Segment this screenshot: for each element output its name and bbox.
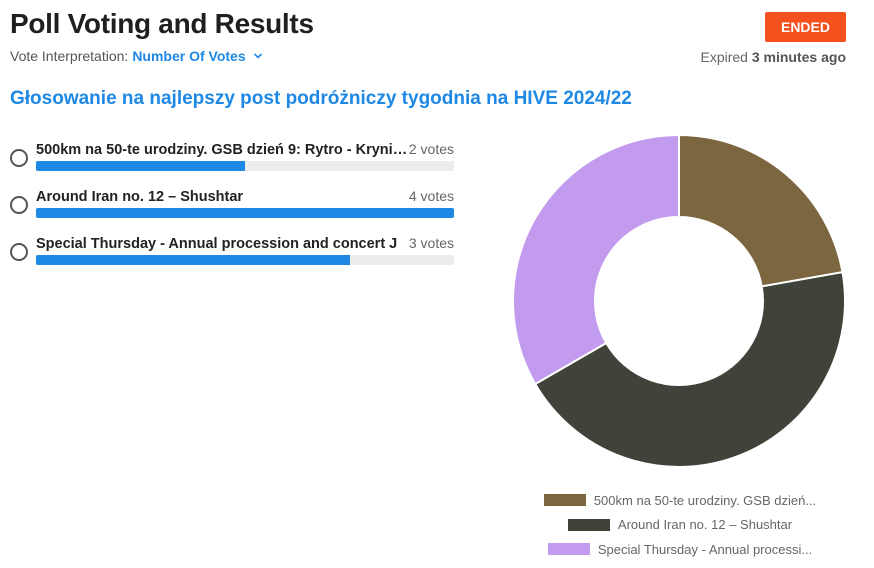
option-label: 500km na 50-te urodziny. GSB dzień 9: Ry… — [36, 142, 408, 158]
option-label: Special Thursday - Annual procession and… — [36, 236, 398, 252]
page-title: Poll Voting and Results — [10, 8, 314, 39]
donut-slice — [512, 133, 680, 386]
expired-time: 3 minutes ago — [751, 49, 846, 65]
option-votes: 3 votes — [408, 235, 454, 251]
legend-label: Special Thursday - Annual processi... — [597, 541, 813, 557]
chevron-down-icon — [253, 53, 262, 59]
poll-option[interactable]: Around Iran no. 12 – Shushtar 4 votes — [10, 188, 454, 228]
vote-bar-fill — [36, 208, 454, 218]
legend-swatch — [567, 518, 610, 531]
legend-item[interactable]: 500km na 50-te urodziny. GSB dzień... — [500, 488, 860, 513]
vote-bar — [36, 255, 454, 265]
vote-bar-fill — [36, 161, 245, 171]
legend-item[interactable]: Around Iran no. 12 – Shushtar — [500, 513, 860, 538]
vote-interpretation-value: Number Of Votes — [132, 48, 246, 64]
legend-swatch — [547, 543, 590, 556]
vote-interpretation-label: Vote Interpretation: — [10, 48, 129, 64]
vote-bar-fill — [36, 255, 350, 265]
donut-slice — [678, 133, 844, 288]
vote-bar — [36, 208, 454, 218]
radio-button[interactable] — [10, 149, 28, 167]
legend-label: Around Iran no. 12 – Shushtar — [617, 517, 793, 533]
expired-status: Expired 3 minutes ago — [701, 49, 847, 65]
vote-interpretation: Vote Interpretation: Number Of Votes — [10, 48, 263, 64]
expired-prefix: Expired — [700, 49, 748, 65]
status-badge: ENDED — [765, 12, 846, 42]
vote-bar — [36, 161, 454, 171]
poll-option[interactable]: 500km na 50-te urodziny. GSB dzień 9: Ry… — [10, 141, 454, 181]
legend-swatch — [543, 494, 586, 507]
option-label: Around Iran no. 12 – Shushtar — [36, 189, 244, 205]
chart-legend: 500km na 50-te urodziny. GSB dzień... Aro… — [500, 488, 860, 562]
option-votes: 4 votes — [408, 188, 454, 204]
option-votes: 2 votes — [408, 141, 454, 157]
donut-chart — [512, 133, 846, 468]
radio-button[interactable] — [10, 243, 28, 261]
radio-button[interactable] — [10, 196, 28, 214]
legend-item[interactable]: Special Thursday - Annual processi... — [500, 537, 860, 562]
legend-label: 500km na 50-te urodziny. GSB dzień... — [593, 492, 817, 508]
poll-option[interactable]: Special Thursday - Annual procession and… — [10, 235, 454, 275]
vote-interpretation-dropdown[interactable]: Number Of Votes — [132, 48, 262, 64]
poll-question: Głosowanie na najlepszy post podróżniczy… — [10, 88, 632, 109]
donut-slice — [533, 271, 846, 468]
